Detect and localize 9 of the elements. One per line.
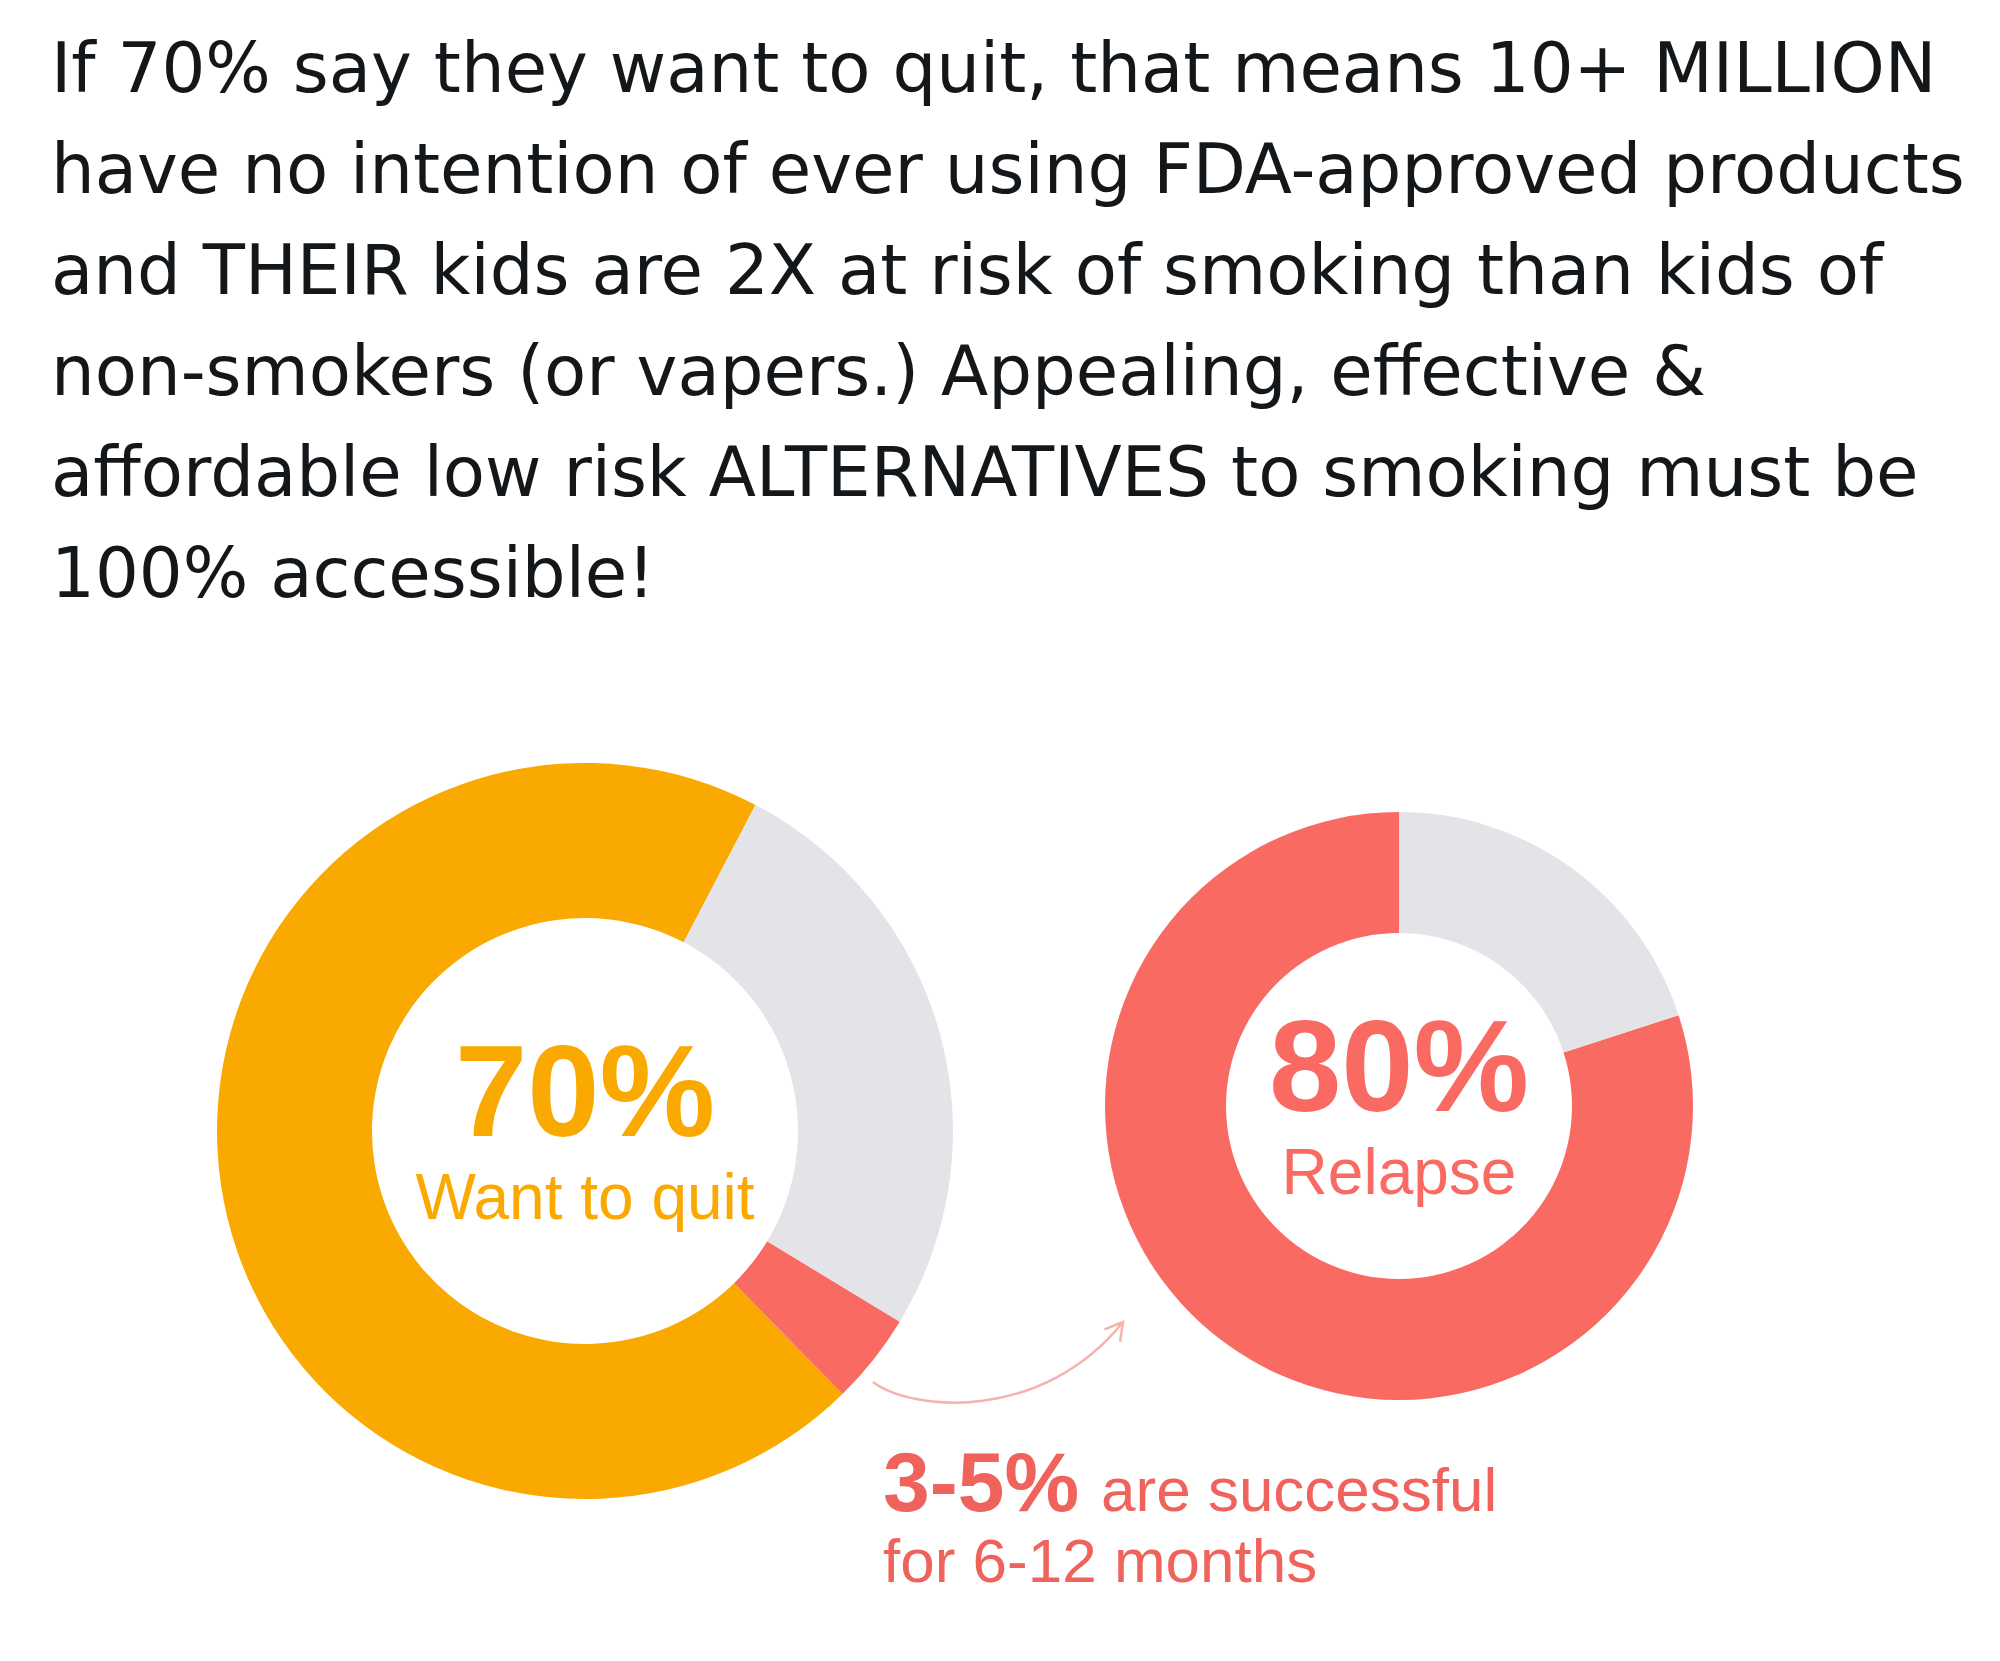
- chart-title: If 70% say they want to quit, that means 10+ MILLION have no intention of ever using FDA-approved products and THEIR kids are 2X at risk of smoking than kids of non-smokers (or vapers.) Appealing, effective & affordable low risk ALTERNATIVES to smoking must be 100% accessible!: [51, 28, 1965, 613]
- donut-slice: [1105, 812, 1693, 1400]
- text: 3-5% are successful for 6-12 months: [883, 1435, 1498, 1595]
- donut-slice: [734, 1241, 900, 1394]
- slice-label: Want to quit: [415, 1161, 755, 1233]
- data-label: 80%: [1268, 993, 1530, 1139]
- slice-label: Relapse: [1281, 1136, 1517, 1208]
- donut-slice: [217, 763, 843, 1499]
- data-label: 70%: [454, 1018, 716, 1164]
